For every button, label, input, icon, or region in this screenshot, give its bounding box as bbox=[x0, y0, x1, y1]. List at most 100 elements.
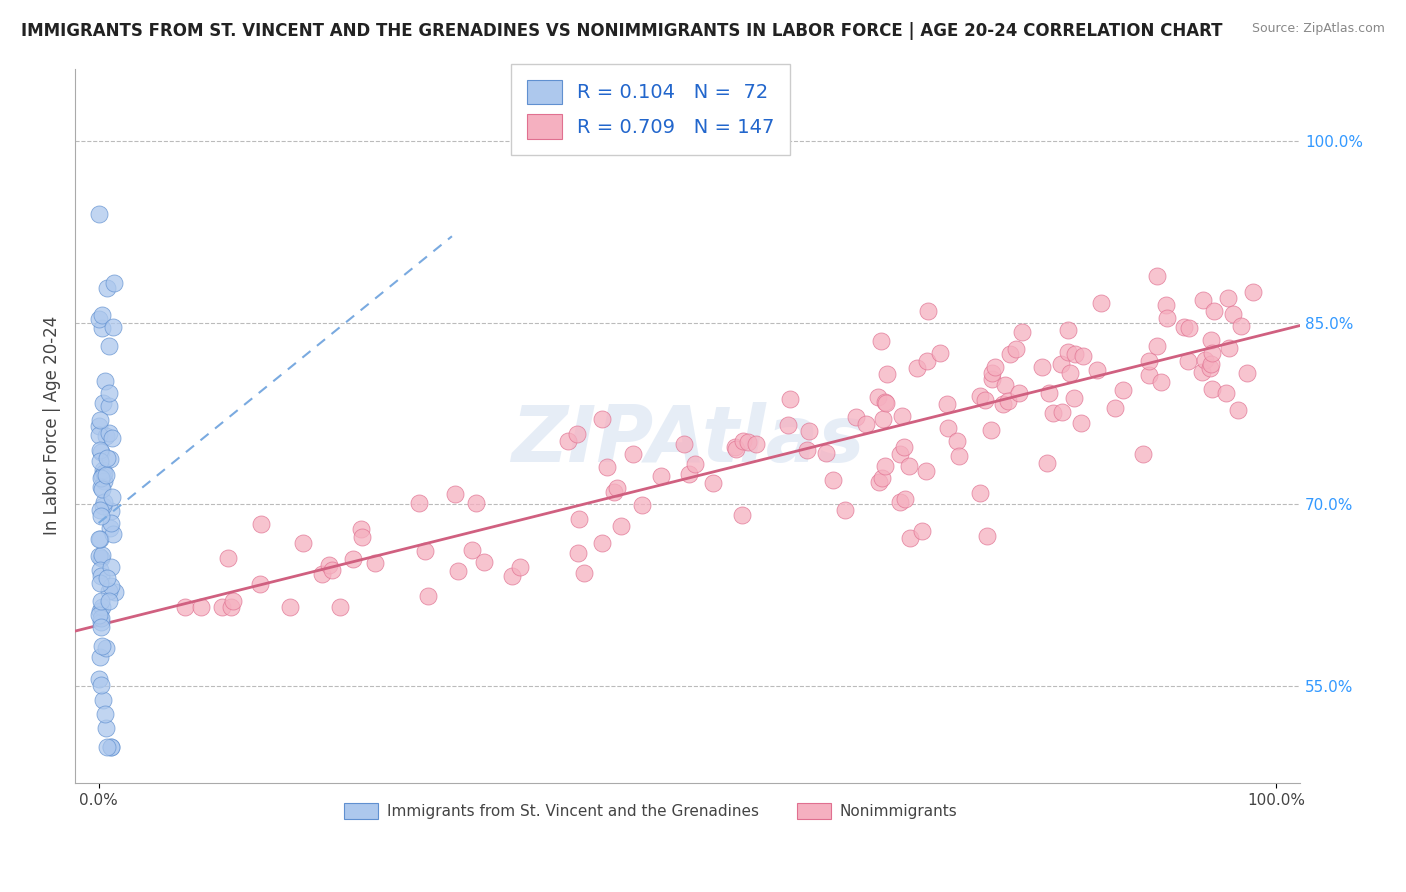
Point bbox=[1085, 363, 1108, 377]
Point bbox=[89, 453, 111, 467]
Point bbox=[87, 419, 110, 434]
Point bbox=[621, 446, 644, 460]
Point bbox=[591, 411, 613, 425]
Point bbox=[1050, 405, 1073, 419]
Point bbox=[998, 347, 1021, 361]
Point bbox=[815, 446, 838, 460]
Point bbox=[889, 447, 911, 461]
Point bbox=[87, 207, 110, 221]
Point bbox=[91, 549, 114, 563]
Point bbox=[89, 503, 111, 517]
Point bbox=[1150, 375, 1173, 389]
Point bbox=[94, 429, 117, 443]
Point bbox=[90, 471, 112, 485]
Point bbox=[1132, 447, 1154, 461]
Point bbox=[94, 468, 117, 483]
Point bbox=[606, 481, 628, 495]
Point bbox=[1031, 360, 1053, 375]
Point bbox=[89, 604, 111, 618]
Point bbox=[969, 388, 991, 402]
Point bbox=[1199, 333, 1222, 347]
Point bbox=[104, 584, 127, 599]
Point bbox=[567, 546, 589, 560]
Point bbox=[217, 550, 239, 565]
Point bbox=[1137, 354, 1160, 368]
Point bbox=[1218, 342, 1240, 356]
Point bbox=[997, 394, 1019, 409]
Point bbox=[1226, 403, 1249, 417]
Point bbox=[100, 579, 122, 593]
Point bbox=[100, 739, 122, 754]
Point bbox=[91, 482, 114, 496]
Point bbox=[1215, 386, 1237, 401]
Point bbox=[93, 374, 115, 388]
Point bbox=[1146, 269, 1168, 284]
Point bbox=[321, 563, 343, 577]
Point bbox=[845, 410, 868, 425]
Point bbox=[100, 739, 122, 754]
Point bbox=[97, 583, 120, 598]
Point bbox=[915, 354, 938, 368]
Point bbox=[745, 437, 768, 451]
Point bbox=[93, 475, 115, 489]
Point bbox=[90, 469, 112, 483]
Point bbox=[1216, 291, 1239, 305]
Point bbox=[350, 522, 373, 536]
Point bbox=[94, 640, 117, 655]
Point bbox=[1056, 323, 1078, 337]
Y-axis label: In Labor Force | Age 20-24: In Labor Force | Age 20-24 bbox=[44, 316, 60, 535]
Point bbox=[1011, 325, 1033, 339]
Point bbox=[211, 600, 233, 615]
Point bbox=[87, 549, 110, 563]
Point bbox=[1229, 319, 1251, 334]
Point bbox=[1070, 417, 1092, 431]
Point bbox=[174, 600, 197, 615]
Point bbox=[1090, 295, 1112, 310]
Point bbox=[221, 600, 243, 615]
Point bbox=[855, 417, 877, 431]
Point bbox=[672, 436, 695, 450]
Point bbox=[91, 693, 114, 707]
Point bbox=[976, 529, 998, 543]
Point bbox=[96, 571, 118, 585]
Legend: Immigrants from St. Vincent and the Grenadines, Nonimmigrants: Immigrants from St. Vincent and the Gren… bbox=[337, 797, 963, 825]
Point bbox=[821, 473, 844, 487]
Point bbox=[834, 502, 856, 516]
Point bbox=[779, 392, 801, 406]
Point bbox=[190, 600, 212, 615]
Point bbox=[465, 495, 488, 509]
Point bbox=[898, 531, 921, 545]
Point bbox=[472, 556, 495, 570]
Point bbox=[1137, 368, 1160, 382]
Point bbox=[725, 442, 748, 456]
Point bbox=[250, 517, 273, 532]
Point bbox=[731, 434, 754, 448]
Point bbox=[101, 320, 124, 334]
Point bbox=[98, 594, 121, 608]
Point bbox=[1038, 386, 1060, 401]
Point bbox=[89, 428, 111, 442]
Point bbox=[893, 440, 915, 454]
Text: Source: ZipAtlas.com: Source: ZipAtlas.com bbox=[1251, 22, 1385, 36]
Point bbox=[100, 559, 122, 574]
Point bbox=[685, 457, 707, 471]
Point bbox=[872, 411, 894, 425]
Point bbox=[610, 519, 633, 533]
Point bbox=[630, 498, 652, 512]
Point bbox=[1064, 347, 1087, 361]
Point bbox=[91, 396, 114, 410]
Point bbox=[89, 607, 111, 622]
Point bbox=[870, 334, 893, 348]
Point bbox=[91, 639, 114, 653]
Point bbox=[89, 532, 111, 546]
Point bbox=[980, 372, 1002, 386]
Point bbox=[568, 512, 591, 526]
Point bbox=[1201, 382, 1223, 396]
Point bbox=[778, 418, 800, 433]
Point bbox=[1222, 308, 1244, 322]
Point bbox=[90, 508, 112, 523]
Point bbox=[1198, 361, 1220, 376]
Point bbox=[97, 399, 120, 413]
Point bbox=[101, 490, 124, 504]
Point bbox=[96, 451, 118, 466]
